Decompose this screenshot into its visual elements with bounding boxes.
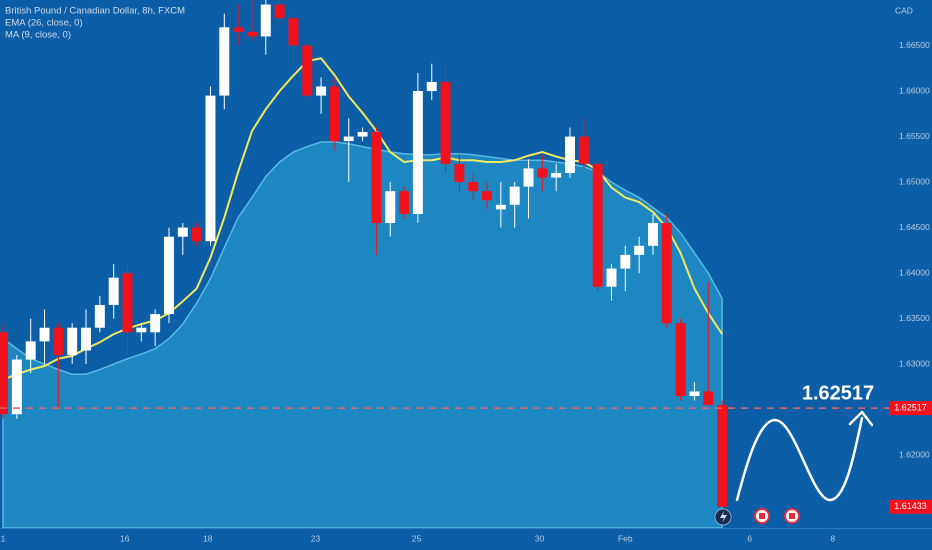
candle-body xyxy=(592,163,603,287)
candle-body xyxy=(260,4,271,37)
candle-body xyxy=(468,182,479,192)
legend-entry: EMA (26, close, 0) xyxy=(5,18,83,29)
candle-body xyxy=(246,31,257,37)
candle-body xyxy=(25,341,36,360)
candle-body xyxy=(426,81,437,92)
candle-body xyxy=(81,327,91,351)
candle-body xyxy=(440,81,451,164)
candle-body xyxy=(675,323,686,396)
candle-body xyxy=(219,27,230,96)
candle-body xyxy=(191,227,202,242)
candle-body xyxy=(108,277,119,305)
currency-label: CAD xyxy=(895,5,913,15)
candle-body xyxy=(122,273,133,333)
forecast-arrow xyxy=(735,416,864,502)
candle-body xyxy=(412,91,423,214)
arrow-head xyxy=(848,410,874,427)
candle-body xyxy=(316,86,327,96)
candle-body xyxy=(717,405,728,507)
y-tick-label: 1.66000 xyxy=(899,85,930,95)
y-tick-label: 1.63500 xyxy=(899,313,930,323)
last-price-tag xyxy=(889,499,932,514)
x-tick-label: 23 xyxy=(311,533,321,543)
candle-body xyxy=(523,168,534,187)
x-tick-label: 1 xyxy=(1,533,6,543)
candle-body xyxy=(537,168,548,178)
candle-body xyxy=(205,95,216,242)
candle-body xyxy=(0,332,9,415)
candle-body xyxy=(343,136,354,142)
candle-body xyxy=(177,227,188,237)
price-axis-label: 1.62517 xyxy=(894,402,927,412)
candle-body xyxy=(703,391,714,406)
x-tick-label: Feb xyxy=(618,533,633,543)
x-tick-label: 16 xyxy=(120,533,130,543)
last-price-label: 1.61433 xyxy=(894,501,927,511)
candle-body xyxy=(274,4,285,19)
candle-body xyxy=(565,136,575,173)
y-tick-label: 1.62000 xyxy=(899,449,930,459)
flag xyxy=(789,513,795,519)
candle-body xyxy=(371,132,382,224)
candle-body xyxy=(11,359,22,415)
candle-body xyxy=(482,191,493,201)
candle-body xyxy=(620,254,631,269)
y-tick-label: 1.64000 xyxy=(899,267,930,277)
candle-body xyxy=(233,27,244,32)
candle-body xyxy=(661,223,672,324)
candle-body xyxy=(551,172,562,178)
candle-body xyxy=(39,327,50,342)
legend-entry: MA (9, close, 0) xyxy=(5,30,71,41)
candle-body xyxy=(578,136,589,164)
price-axis-tag xyxy=(889,401,932,416)
candle-body xyxy=(495,204,506,210)
chart-title: British Pound / Canadian Dollar, 8h, FXC… xyxy=(5,6,185,17)
y-tick-label: 1.65500 xyxy=(899,131,930,141)
candle-body xyxy=(606,268,617,287)
x-tick-label: 30 xyxy=(535,533,545,543)
candle-body xyxy=(302,45,313,96)
x-tick-label: 8 xyxy=(830,533,835,543)
price-annotation: 1.62517 xyxy=(802,382,874,404)
candle-body xyxy=(288,18,299,46)
candle-body xyxy=(648,223,658,246)
candle-body xyxy=(634,245,645,255)
candle-body xyxy=(385,191,396,224)
candle-body xyxy=(329,86,340,142)
candle-body xyxy=(357,132,368,137)
x-tick-label: 25 xyxy=(412,533,422,543)
lightning xyxy=(720,511,727,523)
y-tick-label: 1.63000 xyxy=(899,358,930,368)
candle-body xyxy=(509,186,520,205)
candle-body xyxy=(454,163,465,183)
candle-body xyxy=(67,327,78,356)
x-tick-label: 18 xyxy=(203,533,213,543)
indicator-area xyxy=(2,141,723,529)
x-tick-label: 6 xyxy=(747,533,752,543)
candle-body xyxy=(136,327,147,333)
candle-body xyxy=(53,327,64,356)
y-tick-label: 1.64500 xyxy=(899,222,930,232)
flag xyxy=(759,513,765,519)
candle-body xyxy=(94,304,105,328)
plot-area xyxy=(0,0,728,529)
y-tick-label: 1.66500 xyxy=(899,40,930,50)
y-tick-label: 1.65000 xyxy=(899,176,930,186)
candle-body xyxy=(689,391,700,396)
candle-body xyxy=(164,236,174,315)
candle-body xyxy=(150,314,161,333)
candle-body xyxy=(399,191,410,214)
